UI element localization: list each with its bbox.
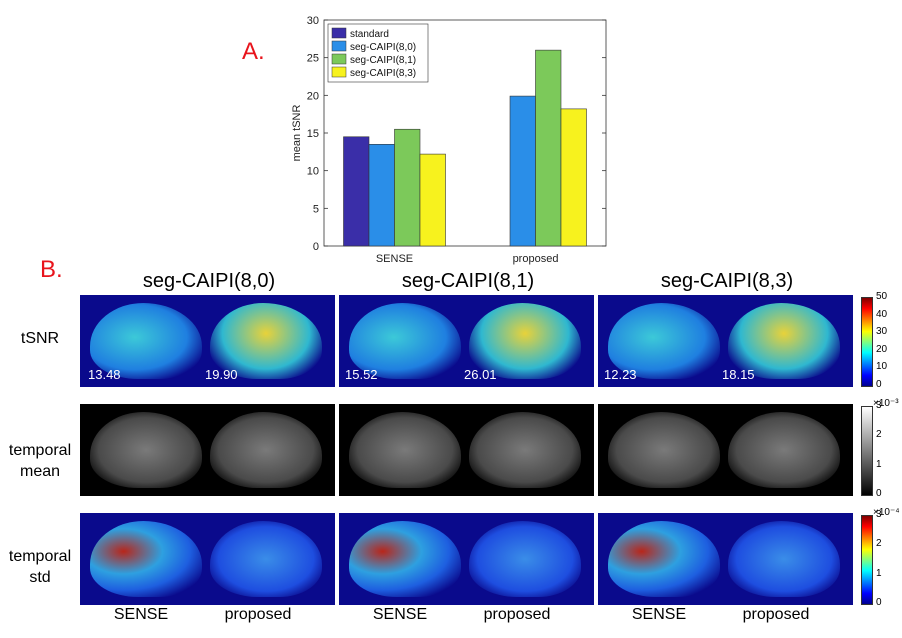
y-tick-label: 25: [307, 53, 319, 65]
brain-slice: [728, 412, 840, 488]
colorbar-tick: 1: [876, 458, 882, 470]
tsnr-value: 26.01: [464, 367, 497, 382]
tsnr-value: 13.48: [88, 367, 121, 382]
row-label-tsnr: tSNR: [20, 330, 60, 347]
bottom-label-proposed: proposed: [224, 606, 292, 623]
legend-label: standard: [350, 29, 389, 40]
bar-seg-CAIPI(8,1): [394, 128, 421, 247]
y-tick-label: 0: [313, 241, 319, 253]
colorbar-tick: 2: [876, 538, 882, 550]
brain-slice: [608, 412, 720, 488]
brain-slice: [210, 521, 322, 597]
brain-slice: [349, 412, 461, 488]
colorbar-tick: 10: [876, 361, 888, 373]
x-tick-label: SENSE: [376, 253, 413, 265]
colorbar-std: [861, 515, 873, 605]
column-title: seg-CAIPI(8,1): [401, 270, 535, 292]
colorbar-tick: 0: [876, 597, 882, 608]
row-label-temporal-std: temporal std: [8, 548, 72, 586]
y-tick-label: 15: [307, 128, 319, 140]
bar-seg-CAIPI(8,0): [368, 144, 395, 247]
panel-label-b: B.: [40, 256, 63, 283]
colorbar-tick: 50: [876, 291, 888, 302]
image-panel: [80, 513, 335, 605]
legend-swatch: [331, 53, 347, 65]
legend-swatch: [331, 66, 347, 78]
bar-seg-CAIPI(8,0): [509, 95, 536, 247]
colorbar-mean: [861, 406, 873, 496]
image-panel: [598, 513, 853, 605]
panel-label-a: A.: [242, 38, 265, 65]
brain-slice: [469, 412, 581, 488]
brain-slice: [728, 521, 840, 597]
colorbar-tick: 40: [876, 308, 888, 320]
colorbar-exponent: ×10⁻³: [873, 398, 899, 409]
y-tick-label: 5: [313, 203, 319, 215]
brain-slice: [349, 303, 461, 379]
legend-swatch: [331, 27, 347, 39]
legend-label: seg-CAIPI(8,0): [350, 42, 416, 53]
column-title: seg-CAIPI(8,0): [142, 270, 276, 292]
y-tick-label: 10: [307, 166, 319, 178]
colorbar-tick: 0: [876, 488, 882, 499]
image-panel: [80, 295, 335, 387]
colorbar-exponent: ×10⁻⁴: [873, 507, 900, 518]
brain-slice: [90, 521, 202, 597]
bottom-label-sense: SENSE: [113, 606, 169, 623]
legend-label: seg-CAIPI(8,3): [350, 68, 416, 79]
brain-slice: [210, 303, 322, 379]
image-panel: [598, 295, 853, 387]
brain-slice: [728, 303, 840, 379]
brain-slice: [608, 521, 720, 597]
bottom-label-sense: SENSE: [372, 606, 428, 623]
legend-label: seg-CAIPI(8,1): [350, 55, 416, 66]
tsnr-value: 19.90: [205, 367, 238, 382]
image-panel: [339, 404, 594, 496]
legend-swatch: [331, 40, 347, 52]
x-tick-label: proposed: [513, 253, 559, 265]
brain-slice: [210, 412, 322, 488]
bottom-label-proposed: proposed: [483, 606, 551, 623]
brain-slice: [608, 303, 720, 379]
tsnr-value: 15.52: [345, 367, 378, 382]
brain-slice: [349, 521, 461, 597]
bottom-label-proposed: proposed: [742, 606, 810, 623]
colorbar-tick: 20: [876, 343, 888, 355]
y-tick-label: 20: [307, 90, 319, 102]
bar-seg-CAIPI(8,1): [535, 49, 562, 247]
image-panel: [80, 404, 335, 496]
bottom-label-sense: SENSE: [631, 606, 687, 623]
colorbar-tick: 3: [876, 509, 882, 520]
brain-slice: [90, 303, 202, 379]
brain-slice: [469, 521, 581, 597]
colorbar-tsnr: [861, 297, 873, 387]
brain-slice: [469, 303, 581, 379]
image-panel: [339, 295, 594, 387]
bar-standard: [343, 136, 370, 247]
colorbar-tick: 1: [876, 567, 882, 579]
column-title: seg-CAIPI(8,3): [660, 270, 794, 292]
y-tick-label: 30: [307, 15, 319, 27]
bar-chart: 0 5 10 15 20 25 30 mean tSNR SENSE proposed standa…: [291, 15, 607, 265]
y-axis-label: mean tSNR: [291, 105, 303, 162]
bar-seg-CAIPI(8,3): [560, 108, 587, 247]
image-panel: [339, 513, 594, 605]
colorbar-tick: 3: [876, 400, 882, 411]
tsnr-value: 18.15: [722, 367, 755, 382]
bar-seg-CAIPI(8,3): [419, 153, 446, 247]
colorbar-tick: 30: [876, 326, 888, 338]
tsnr-value: 12.23: [604, 367, 637, 382]
image-panel: [598, 404, 853, 496]
brain-slice: [90, 412, 202, 488]
row-label-temporal-mean: temporal mean: [8, 442, 72, 480]
colorbar-tick: 0: [876, 379, 882, 390]
colorbar-tick: 2: [876, 429, 882, 441]
